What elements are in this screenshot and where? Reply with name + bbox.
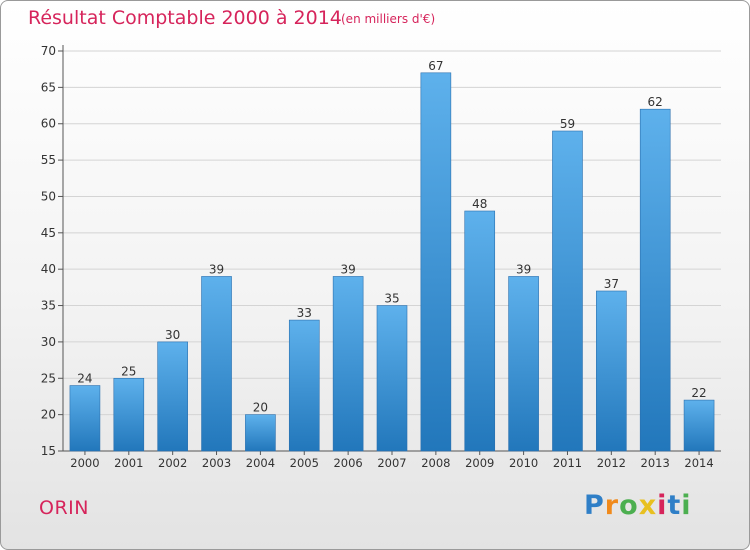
logo-letter: o [619, 490, 639, 521]
data-label-2004: 20 [253, 401, 268, 415]
data-label-2000: 24 [77, 372, 92, 386]
bar-2007 [376, 305, 408, 452]
y-tick-label: 15 [41, 444, 56, 458]
x-tick-label-2006: 2006 [333, 456, 362, 470]
y-tick-label: 45 [41, 226, 56, 240]
y-tick-label: 25 [41, 371, 56, 385]
bar-2005 [288, 319, 320, 452]
bar-2014 [683, 399, 715, 452]
logo-letter: x [638, 490, 658, 521]
y-tick-label: 30 [41, 335, 56, 349]
data-label-2007: 35 [384, 292, 399, 306]
data-label-2001: 25 [121, 364, 136, 378]
y-tick-label: 55 [41, 153, 56, 167]
x-tick-label-2014: 2014 [684, 456, 713, 470]
bar-2000 [69, 385, 101, 452]
x-tick-label-2009: 2009 [465, 456, 494, 470]
x-tick-label-2011: 2011 [553, 456, 582, 470]
bar-2004 [245, 414, 276, 452]
y-tick-label: 70 [41, 44, 56, 58]
bar-2002 [157, 341, 188, 452]
y-tick-label: 65 [41, 80, 56, 94]
x-tick-label-2008: 2008 [421, 456, 450, 470]
data-label-2008: 67 [428, 59, 443, 73]
bar-2006 [332, 276, 364, 452]
y-tick-label: 40 [41, 262, 56, 276]
data-label-2009: 48 [472, 197, 487, 211]
logo-letter: i [681, 490, 692, 521]
x-tick-label-2000: 2000 [70, 456, 99, 470]
x-tick-label-2010: 2010 [509, 456, 538, 470]
data-label-2003: 39 [209, 262, 224, 276]
data-label-2011: 59 [560, 117, 575, 131]
data-label-2010: 39 [516, 262, 531, 276]
bar-2009 [464, 210, 496, 452]
data-label-2012: 37 [604, 277, 619, 291]
logo-letter: P [584, 490, 605, 521]
logo-letter: t [667, 490, 682, 521]
x-tick-label-2004: 2004 [246, 456, 275, 470]
y-tick-label: 20 [41, 408, 56, 422]
x-tick-label-2001: 2001 [114, 456, 143, 470]
y-tick-label: 60 [41, 117, 56, 131]
logo-letter: r [604, 490, 620, 521]
x-tick-label-2002: 2002 [158, 456, 187, 470]
logo-letter: i [657, 490, 668, 521]
data-label-2006: 39 [340, 262, 355, 276]
bar-2010 [508, 276, 539, 452]
proxiti-logo[interactable]: Proxiti [584, 490, 692, 521]
data-labels: 24 25 30 39 20 33 39 35 67 48 39 59 37 62 22 [77, 59, 706, 415]
x-tick-label-2007: 2007 [377, 456, 406, 470]
commune-name: ORIN [39, 497, 89, 519]
x-tick-label-2005: 2005 [290, 456, 319, 470]
bar-2003 [201, 276, 232, 452]
bar-2008 [420, 72, 452, 452]
y-tick-label: 35 [41, 299, 56, 313]
chart-title: Résultat Comptable 2000 à 2014 [28, 7, 342, 29]
y-tick-label: 50 [41, 189, 56, 203]
x-tick-label-2013: 2013 [641, 456, 670, 470]
data-label-2013: 62 [648, 95, 663, 109]
unit-label: (en milliers d'€) [341, 12, 436, 26]
x-tick-label-2012: 2012 [597, 456, 626, 470]
bar-2001 [113, 377, 145, 452]
data-label-2005: 33 [297, 306, 312, 320]
bar-2011 [552, 130, 583, 452]
x-tick-label-2003: 2003 [202, 456, 231, 470]
bar-2012 [596, 290, 627, 452]
bar-2013 [639, 108, 671, 452]
bars [69, 72, 715, 452]
data-label-2002: 30 [165, 328, 180, 342]
axes: 15 20 25 30 35 40 45 50 55 60 65 70 2000 2001 2002 2003… [41, 44, 721, 470]
data-label-2014: 22 [691, 386, 706, 400]
